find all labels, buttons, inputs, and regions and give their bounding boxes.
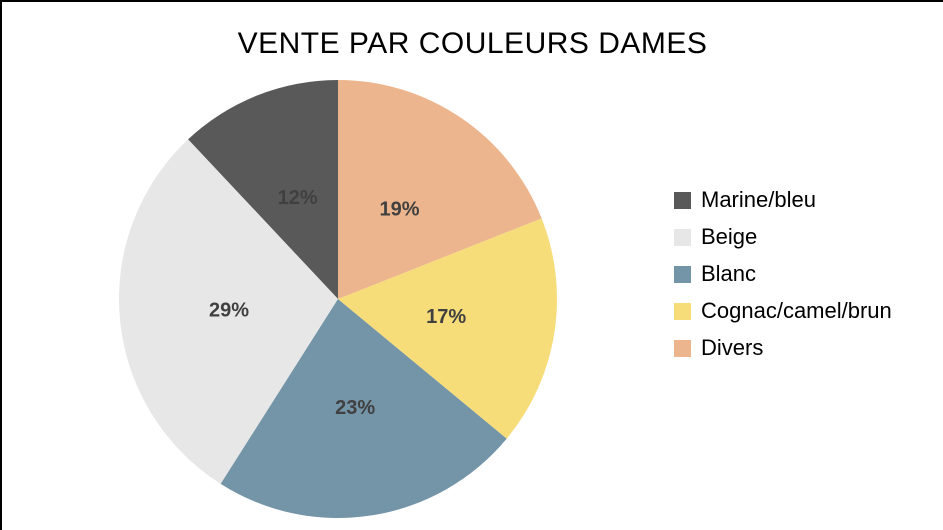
legend-label: Beige <box>701 224 758 249</box>
legend-item-cognac-camel-brun[interactable]: Cognac/camel/brun <box>674 298 892 324</box>
legend-swatch <box>674 191 691 209</box>
legend-item-divers[interactable]: Divers <box>674 335 892 361</box>
pie-slice-cognac-camel-brun[interactable] <box>338 218 557 439</box>
legend: Marine/bleu Beige Blanc Cognac/camel/bru… <box>674 187 892 372</box>
legend-label: Blanc <box>701 261 757 286</box>
legend-item-blanc[interactable]: Blanc <box>674 261 892 287</box>
legend-swatch <box>674 302 691 320</box>
legend-label: Cognac/camel/brun <box>701 298 892 323</box>
legend-item-beige[interactable]: Beige <box>674 224 892 250</box>
pie-slice-value-label: 23% <box>335 397 375 419</box>
pie-slice-value-label: 19% <box>379 198 419 220</box>
pie-slice-beige[interactable] <box>118 139 338 484</box>
legend-swatch <box>674 265 691 283</box>
pie-slice-value-label: 12% <box>278 187 318 209</box>
legend-swatch <box>674 339 691 357</box>
pie-slice-blanc[interactable] <box>220 299 507 519</box>
legend-item-marine-bleu[interactable]: Marine/bleu <box>674 187 892 213</box>
pie-slice-divers[interactable] <box>338 80 542 299</box>
chart-title: VENTE PAR COULEURS DAMES <box>237 27 708 60</box>
legend-label: Marine/bleu <box>701 187 816 212</box>
pie-slice-marine-bleu[interactable] <box>188 80 338 299</box>
pie-slice-value-label: 29% <box>209 299 249 321</box>
pie-slice-value-label: 17% <box>426 306 466 328</box>
legend-label: Divers <box>701 335 764 360</box>
legend-swatch <box>674 228 691 246</box>
